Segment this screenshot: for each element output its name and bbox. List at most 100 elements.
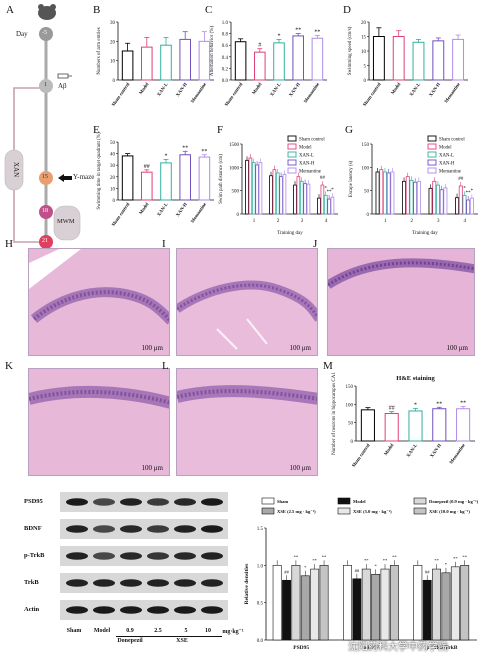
blot-band bbox=[120, 579, 142, 587]
significance-mark: # bbox=[258, 43, 261, 49]
x-tick-label: Model bbox=[384, 443, 396, 457]
micrograph-image bbox=[177, 249, 317, 355]
x-tick-label: Model bbox=[391, 82, 403, 96]
y-maze-label: Y-maze bbox=[73, 173, 95, 181]
scale-bar-label: 100 μm bbox=[289, 464, 311, 472]
mwm-label: MWM bbox=[57, 218, 75, 225]
syringe-icon bbox=[57, 73, 72, 79]
significance-mark: * bbox=[463, 186, 466, 191]
y-tick-label: 1500 bbox=[229, 143, 240, 148]
legend-swatch bbox=[337, 497, 351, 505]
bar bbox=[412, 41, 425, 81]
watermark: 沈阳药科大学中药学院 bbox=[348, 642, 448, 653]
y-tick-label: 100 bbox=[362, 166, 370, 171]
blot-bands bbox=[66, 498, 223, 614]
y-axis-label: Number of neurons in hippocampus CA1 bbox=[332, 372, 337, 455]
legend-label: Memantine bbox=[299, 170, 321, 175]
blot-row-label: TrkB bbox=[24, 579, 39, 586]
significance-mark: * bbox=[414, 402, 417, 408]
bar bbox=[372, 36, 385, 81]
significance-mark: ## bbox=[389, 406, 395, 412]
legend-label: XAN-L bbox=[439, 154, 454, 159]
blot-band bbox=[120, 552, 142, 560]
timeline-node-label: 15 bbox=[42, 174, 48, 180]
legend-label: Sham bbox=[277, 499, 288, 504]
y-tick-label: 0.6 bbox=[222, 44, 229, 49]
bar bbox=[245, 159, 249, 215]
x-tick-label: 4 bbox=[325, 219, 328, 224]
x-tick-label: XAN-L bbox=[157, 202, 170, 217]
panel-label-f: F bbox=[217, 124, 224, 136]
chart-d: 0 5 10 15 20 Swimming speed (cm/s) Sham contro… bbox=[348, 21, 468, 108]
y-tick-label: 0 bbox=[367, 213, 370, 218]
bar bbox=[435, 184, 440, 215]
timeline-node-day-15 bbox=[39, 171, 53, 185]
x-tick-label: 2 bbox=[411, 219, 414, 224]
bar bbox=[432, 180, 437, 215]
bar bbox=[382, 171, 387, 215]
bar bbox=[439, 189, 444, 215]
significance-mark: ** bbox=[182, 145, 188, 151]
y-tick-label: 40 bbox=[110, 153, 116, 158]
x-tick-label: XAN-H bbox=[429, 82, 442, 98]
micrograph-image bbox=[29, 249, 169, 355]
bar bbox=[248, 157, 253, 215]
panel-label-e: E bbox=[93, 124, 100, 136]
panel-label-d: D bbox=[343, 4, 351, 16]
y-tick-label: 5 bbox=[364, 65, 367, 70]
y-maze-arrow-icon bbox=[58, 174, 72, 182]
blot-row-label: p-TrkB bbox=[24, 552, 45, 559]
significance-mark: ** bbox=[436, 401, 442, 407]
timeline-node-day-18 bbox=[39, 205, 53, 219]
y-tick-label: 1000 bbox=[229, 166, 240, 171]
y-tick-label: 150 bbox=[362, 143, 370, 148]
blot-band bbox=[93, 579, 115, 587]
timeline-node-label: 18 bbox=[42, 208, 48, 214]
bar bbox=[273, 42, 285, 81]
micrograph-sham: 100 μm bbox=[28, 248, 170, 356]
chart-g: 0 50 100 150 Escape latency (s) Training day 1… bbox=[349, 135, 478, 236]
bar bbox=[405, 176, 410, 215]
y-tick-label: 15 bbox=[361, 36, 367, 41]
bar bbox=[432, 40, 445, 81]
blot-band bbox=[174, 498, 196, 506]
y-axis-label: Relative densities bbox=[244, 564, 250, 605]
x-tick-label: 2 bbox=[277, 219, 280, 224]
significance-mark: ** bbox=[201, 149, 207, 155]
x-tick-label: XAN-H bbox=[289, 82, 302, 98]
blot-band bbox=[147, 552, 169, 560]
bar bbox=[392, 36, 405, 81]
lane-label: Sham bbox=[66, 628, 82, 634]
y-axis-label: Alternation behavior (%) bbox=[210, 26, 215, 77]
y-tick-label: 1.0 bbox=[257, 564, 264, 569]
panel-label-c: C bbox=[205, 4, 213, 16]
x-tick-label: Sham control bbox=[352, 443, 372, 469]
bar bbox=[282, 579, 291, 641]
bar bbox=[275, 172, 280, 215]
bar bbox=[121, 155, 134, 201]
legend-label: XAN-H bbox=[299, 162, 315, 167]
bar bbox=[379, 169, 384, 215]
chart-relative-densities: Sham Model Donepezil (0.9 mg · kg⁻¹) XSE (2… bbox=[244, 497, 479, 651]
bar bbox=[327, 198, 331, 215]
blot-band bbox=[201, 579, 223, 587]
significance-mark: ** bbox=[383, 558, 388, 563]
bar bbox=[460, 565, 470, 641]
blot-band bbox=[66, 552, 88, 560]
bar bbox=[422, 579, 432, 641]
x-tick-label: Sham control bbox=[111, 202, 131, 228]
bar bbox=[254, 51, 266, 81]
abeta-label: Aβ bbox=[58, 82, 67, 90]
blot-band bbox=[201, 552, 223, 560]
significance-mark: ** bbox=[466, 191, 472, 196]
legend-label: Model bbox=[299, 146, 312, 151]
blot-row-label: PSD95 bbox=[24, 498, 43, 505]
significance-mark: ** bbox=[460, 401, 466, 407]
y-tick-label: 0.0 bbox=[222, 79, 229, 84]
blot-band bbox=[174, 579, 196, 587]
bar bbox=[432, 568, 442, 641]
significance-mark: ** bbox=[327, 190, 333, 195]
y-tick-label: 100 bbox=[346, 403, 354, 408]
legend-swatch bbox=[287, 167, 297, 174]
y-tick-label: 0.0 bbox=[257, 639, 264, 644]
